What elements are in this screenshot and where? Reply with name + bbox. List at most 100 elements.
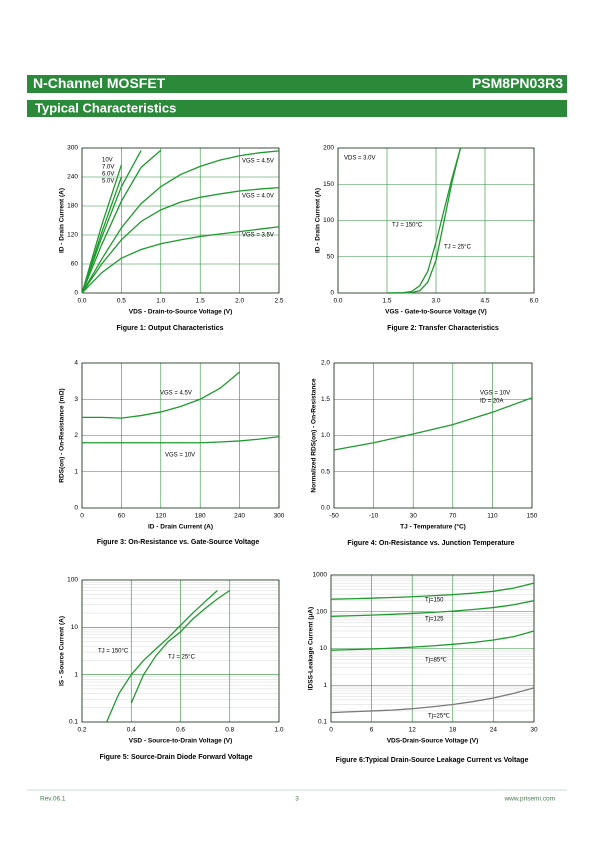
series-line [333,397,533,451]
y-tick-label: 1.0 [321,432,330,439]
y-tick-label: 120 [67,232,78,239]
y-tick-label: 300 [67,145,78,152]
series-line [81,226,280,294]
plot-frame [81,579,280,723]
y-tick-label: 0 [74,505,78,512]
x-tick-label: 0.0 [77,298,86,305]
annotation: VDS = 3.0V [344,156,376,162]
x-axis-label: VDS - Drain-to-Source Voltage (V) [129,309,233,316]
x-tick-label: 1.0 [274,727,283,734]
x-tick-label: 2.5 [274,298,283,305]
y-axis-label: IDSS-Leakage Current (μA) [308,607,315,690]
y-tick-label: 0 [330,290,334,297]
x-tick-label: -10 [369,513,379,520]
series-label: VGS = 4.5V [242,159,274,165]
series-line [330,582,535,600]
y-axis-label: IS - Source Current (A) [59,616,66,686]
series-label: VGS = 4.0V [242,194,274,200]
x-tick-label: 1.5 [382,298,391,305]
series-line [330,600,535,617]
x-tick-label: 12 [409,727,417,734]
series-label: TJ = 25°C [168,655,196,661]
series-label: 6.0V [102,172,114,178]
series-label: Tj=150 [425,598,444,604]
y-tick-label: 0 [74,290,78,297]
x-tick-label: 6.0 [529,298,538,305]
y-tick-label: 100 [67,577,78,584]
series-line [387,147,462,294]
y-tick-label: 2 [74,432,78,439]
series-label: VGS = 3.5V [242,233,274,239]
x-tick-label: 300 [274,513,285,520]
series-line [81,150,280,294]
x-axis-label: VSD - Source-to-Drain Voltage (V) [129,738,233,745]
y-tick-label: 10 [71,624,79,631]
y-axis-label: ID - Drain Current (A) [59,188,66,253]
y-tick-label: 240 [67,174,78,181]
x-tick-label: 0.6 [176,727,185,734]
x-tick-label: 0 [329,727,333,734]
header-title: N-Channel MOSFET [33,75,166,91]
x-tick-label: -50 [329,513,339,520]
x-axis-label: ID - Drain Current (A) [148,524,213,531]
x-tick-label: 18 [449,727,457,734]
section-title: Typical Characteristics [35,100,176,115]
y-tick-label: 1.5 [321,396,330,403]
x-tick-label: 0 [80,513,84,520]
series-line [130,589,231,704]
series-label: VGS = 10V [165,453,195,459]
x-tick-label: 0.2 [77,727,86,734]
y-tick-label: 0.0 [321,505,330,512]
series-line [81,164,123,294]
x-tick-label: 60 [118,513,126,520]
series-line [106,590,218,723]
x-tick-label: 0.5 [117,298,126,305]
y-axis-label: Normalized RDS(on) - On-Resistance [311,378,318,493]
x-tick-label: 6 [370,727,374,734]
series-line [330,687,535,714]
y-tick-label: 0.5 [321,468,330,475]
series-label: VGS = 4.5V [160,391,192,397]
x-tick-label: 240 [234,513,245,520]
x-axis-label: VGS - Gate-to-Source Voltage (V) [385,309,487,316]
x-tick-label: 150 [527,513,538,520]
y-tick-label: 60 [71,261,79,268]
series-label: Tj=125 [425,617,444,623]
plot-frame [330,574,535,723]
y-tick-label: 200 [323,145,334,152]
series-label: 10V [102,158,113,164]
header-bar [27,75,567,93]
series-label: TJ = 150°C [98,649,129,655]
y-axis-label: ID - Drain Current (A) [315,188,322,253]
x-axis-label: VDS-Drain-Source Voltage (V) [387,738,479,745]
series-line [330,630,535,651]
figure-caption: Figure 5: Source-Drain Diode Forward Vol… [99,754,252,761]
series-label: Tj=25℃ [428,714,450,720]
section-bar [27,100,567,117]
series-label: Tj=85℃ [425,658,447,664]
series-label: TJ = 150°C [392,223,423,229]
x-tick-label: 30 [410,513,418,520]
x-tick-label: 70 [449,513,457,520]
y-axis-label: RDS(on) - On-Resistance (mΩ) [59,388,66,482]
y-tick-label: 4 [74,360,78,367]
x-tick-label: 1.5 [196,298,205,305]
footer-revision: Rev.06.1 [40,796,66,803]
y-tick-label: 100 [323,217,334,224]
x-tick-label: 30 [530,727,538,734]
y-tick-label: 150 [323,181,334,188]
x-tick-label: 180 [195,513,206,520]
figure-caption: Figure 2: Transfer Characteristics [387,325,499,332]
figure-caption: Figure 6:Typical Drain-Source Leakage Cu… [336,757,529,764]
series-line [82,371,241,419]
y-tick-label: 1 [74,671,78,678]
series-line [81,186,280,294]
footer-page: 3 [295,796,299,803]
x-tick-label: 0.8 [225,727,234,734]
header-part: PSM8PN03R3 [472,75,563,91]
y-tick-label: 3 [74,396,78,403]
series-label: 7.0V [102,165,114,171]
x-tick-label: 120 [155,513,166,520]
